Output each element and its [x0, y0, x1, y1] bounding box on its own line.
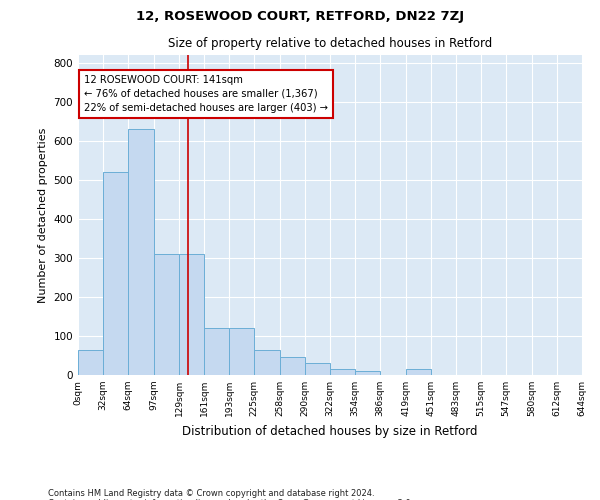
Bar [103, 172, 128, 375]
Bar [154, 254, 179, 375]
Bar [128, 129, 154, 375]
Bar [406, 369, 431, 375]
Bar [204, 328, 229, 375]
Text: Contains HM Land Registry data © Crown copyright and database right 2024.: Contains HM Land Registry data © Crown c… [48, 488, 374, 498]
Bar [305, 364, 330, 375]
Bar [179, 254, 204, 375]
Bar [280, 358, 305, 375]
Bar [78, 350, 103, 375]
Text: 12 ROSEWOOD COURT: 141sqm
← 76% of detached houses are smaller (1,367)
22% of se: 12 ROSEWOOD COURT: 141sqm ← 76% of detac… [84, 74, 328, 112]
Text: Contains public sector information licensed under the Open Government Licence v3: Contains public sector information licen… [48, 498, 413, 500]
Y-axis label: Number of detached properties: Number of detached properties [38, 128, 48, 302]
Text: 12, ROSEWOOD COURT, RETFORD, DN22 7ZJ: 12, ROSEWOOD COURT, RETFORD, DN22 7ZJ [136, 10, 464, 23]
Bar [355, 371, 380, 375]
Bar [330, 369, 355, 375]
Title: Size of property relative to detached houses in Retford: Size of property relative to detached ho… [168, 36, 492, 50]
X-axis label: Distribution of detached houses by size in Retford: Distribution of detached houses by size … [182, 424, 478, 438]
Bar [229, 328, 254, 375]
Bar [254, 350, 280, 375]
